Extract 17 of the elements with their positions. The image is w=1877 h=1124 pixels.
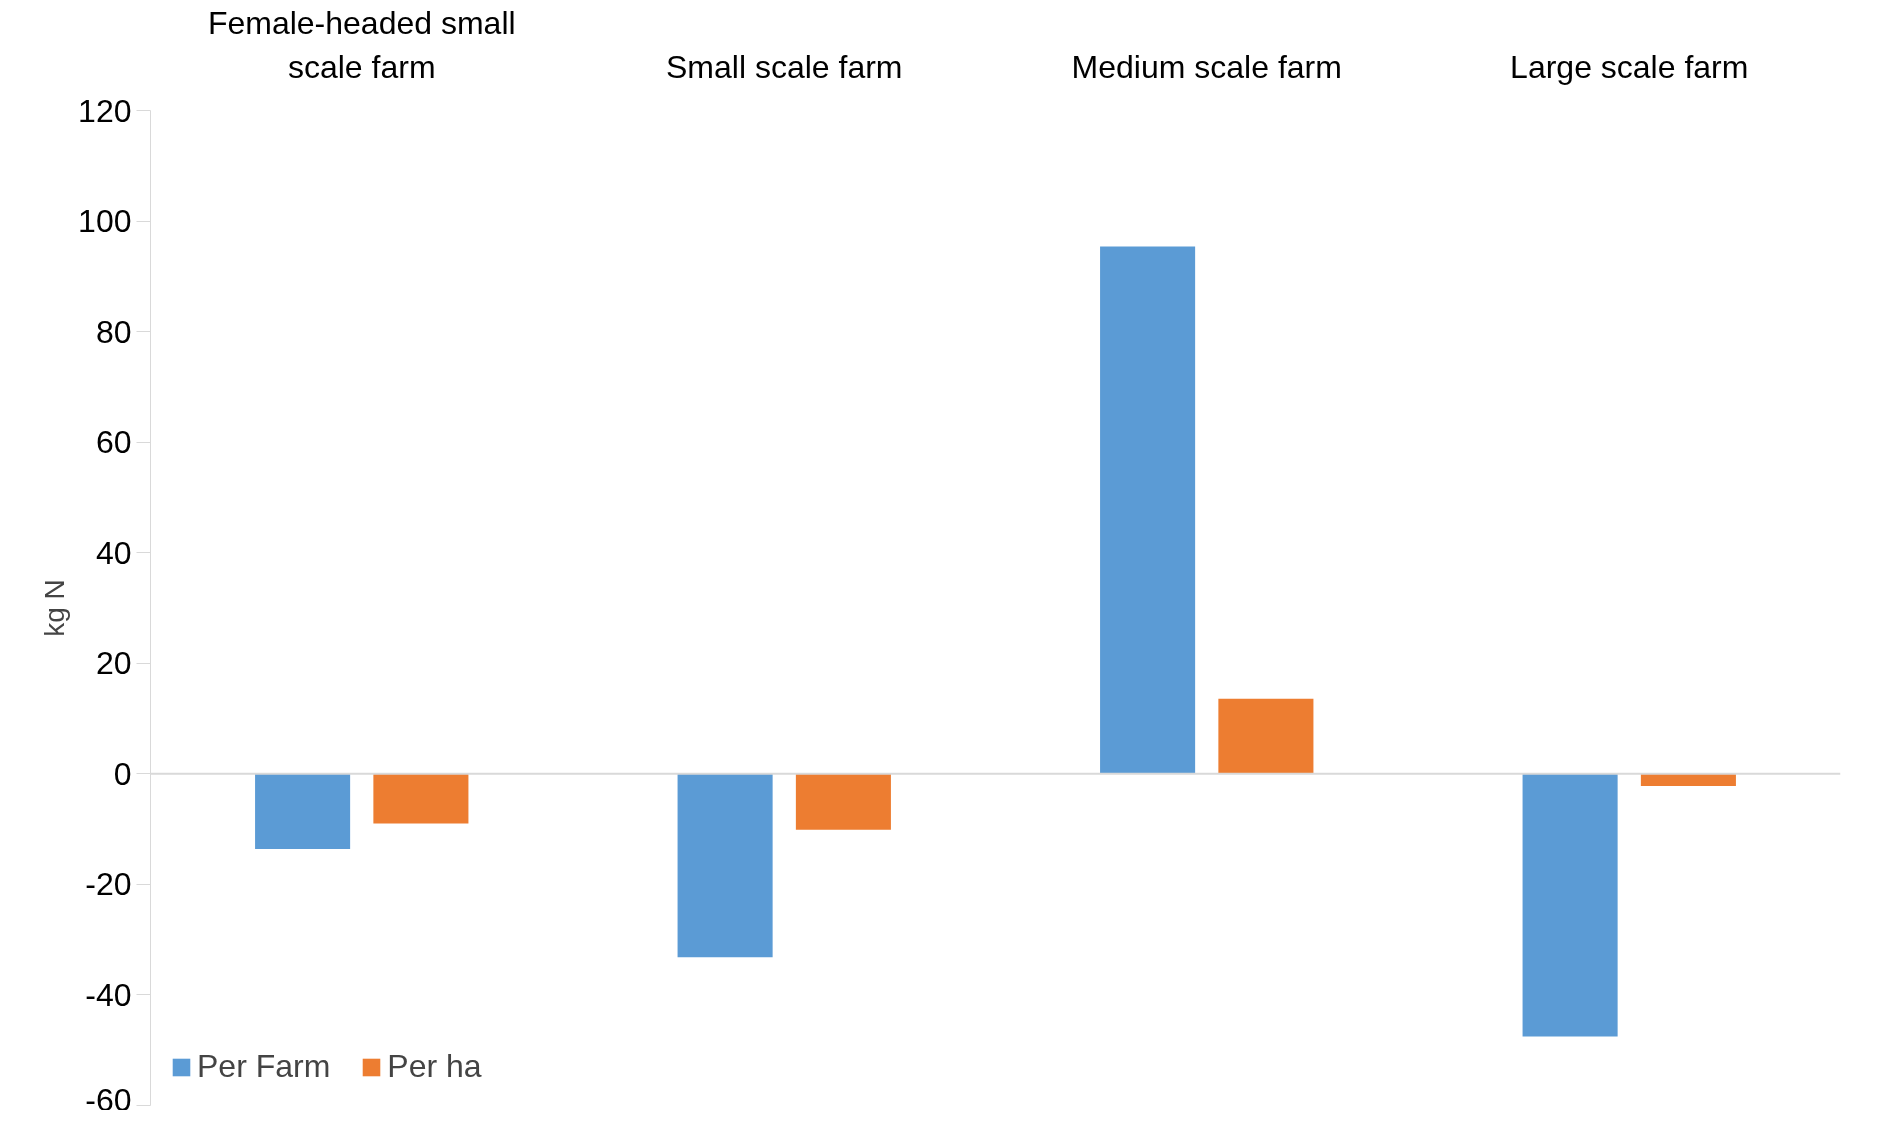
y-tick-label: 80 (95, 313, 132, 350)
x-tick-label: Small scale farm (666, 48, 903, 85)
x-tick-label: Large scale farm (1510, 48, 1749, 85)
y-tick-label: 60 (95, 424, 132, 461)
y-tick-label: -20 (85, 866, 132, 903)
y-tick-label: 100 (78, 203, 132, 240)
y-axis-title: kg N (39, 579, 71, 637)
y-tick-label: 120 (78, 92, 132, 129)
y-tick-label: -40 (85, 976, 132, 1013)
legend-label: Per Farm (197, 1048, 331, 1085)
y-tick-label: 40 (95, 534, 132, 571)
legend-label: Per ha (387, 1048, 482, 1085)
y-tick-label: 0 (113, 755, 132, 792)
y-tick-label: -60 (85, 1081, 132, 1118)
x-tick-label: Female-headed small scale farm (207, 5, 516, 85)
y-tick-label: 20 (95, 645, 132, 682)
x-tick-label: Medium scale farm (1071, 48, 1342, 85)
